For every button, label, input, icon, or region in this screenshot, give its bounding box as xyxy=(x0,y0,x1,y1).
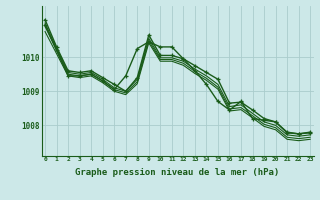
X-axis label: Graphe pression niveau de la mer (hPa): Graphe pression niveau de la mer (hPa) xyxy=(76,168,280,177)
